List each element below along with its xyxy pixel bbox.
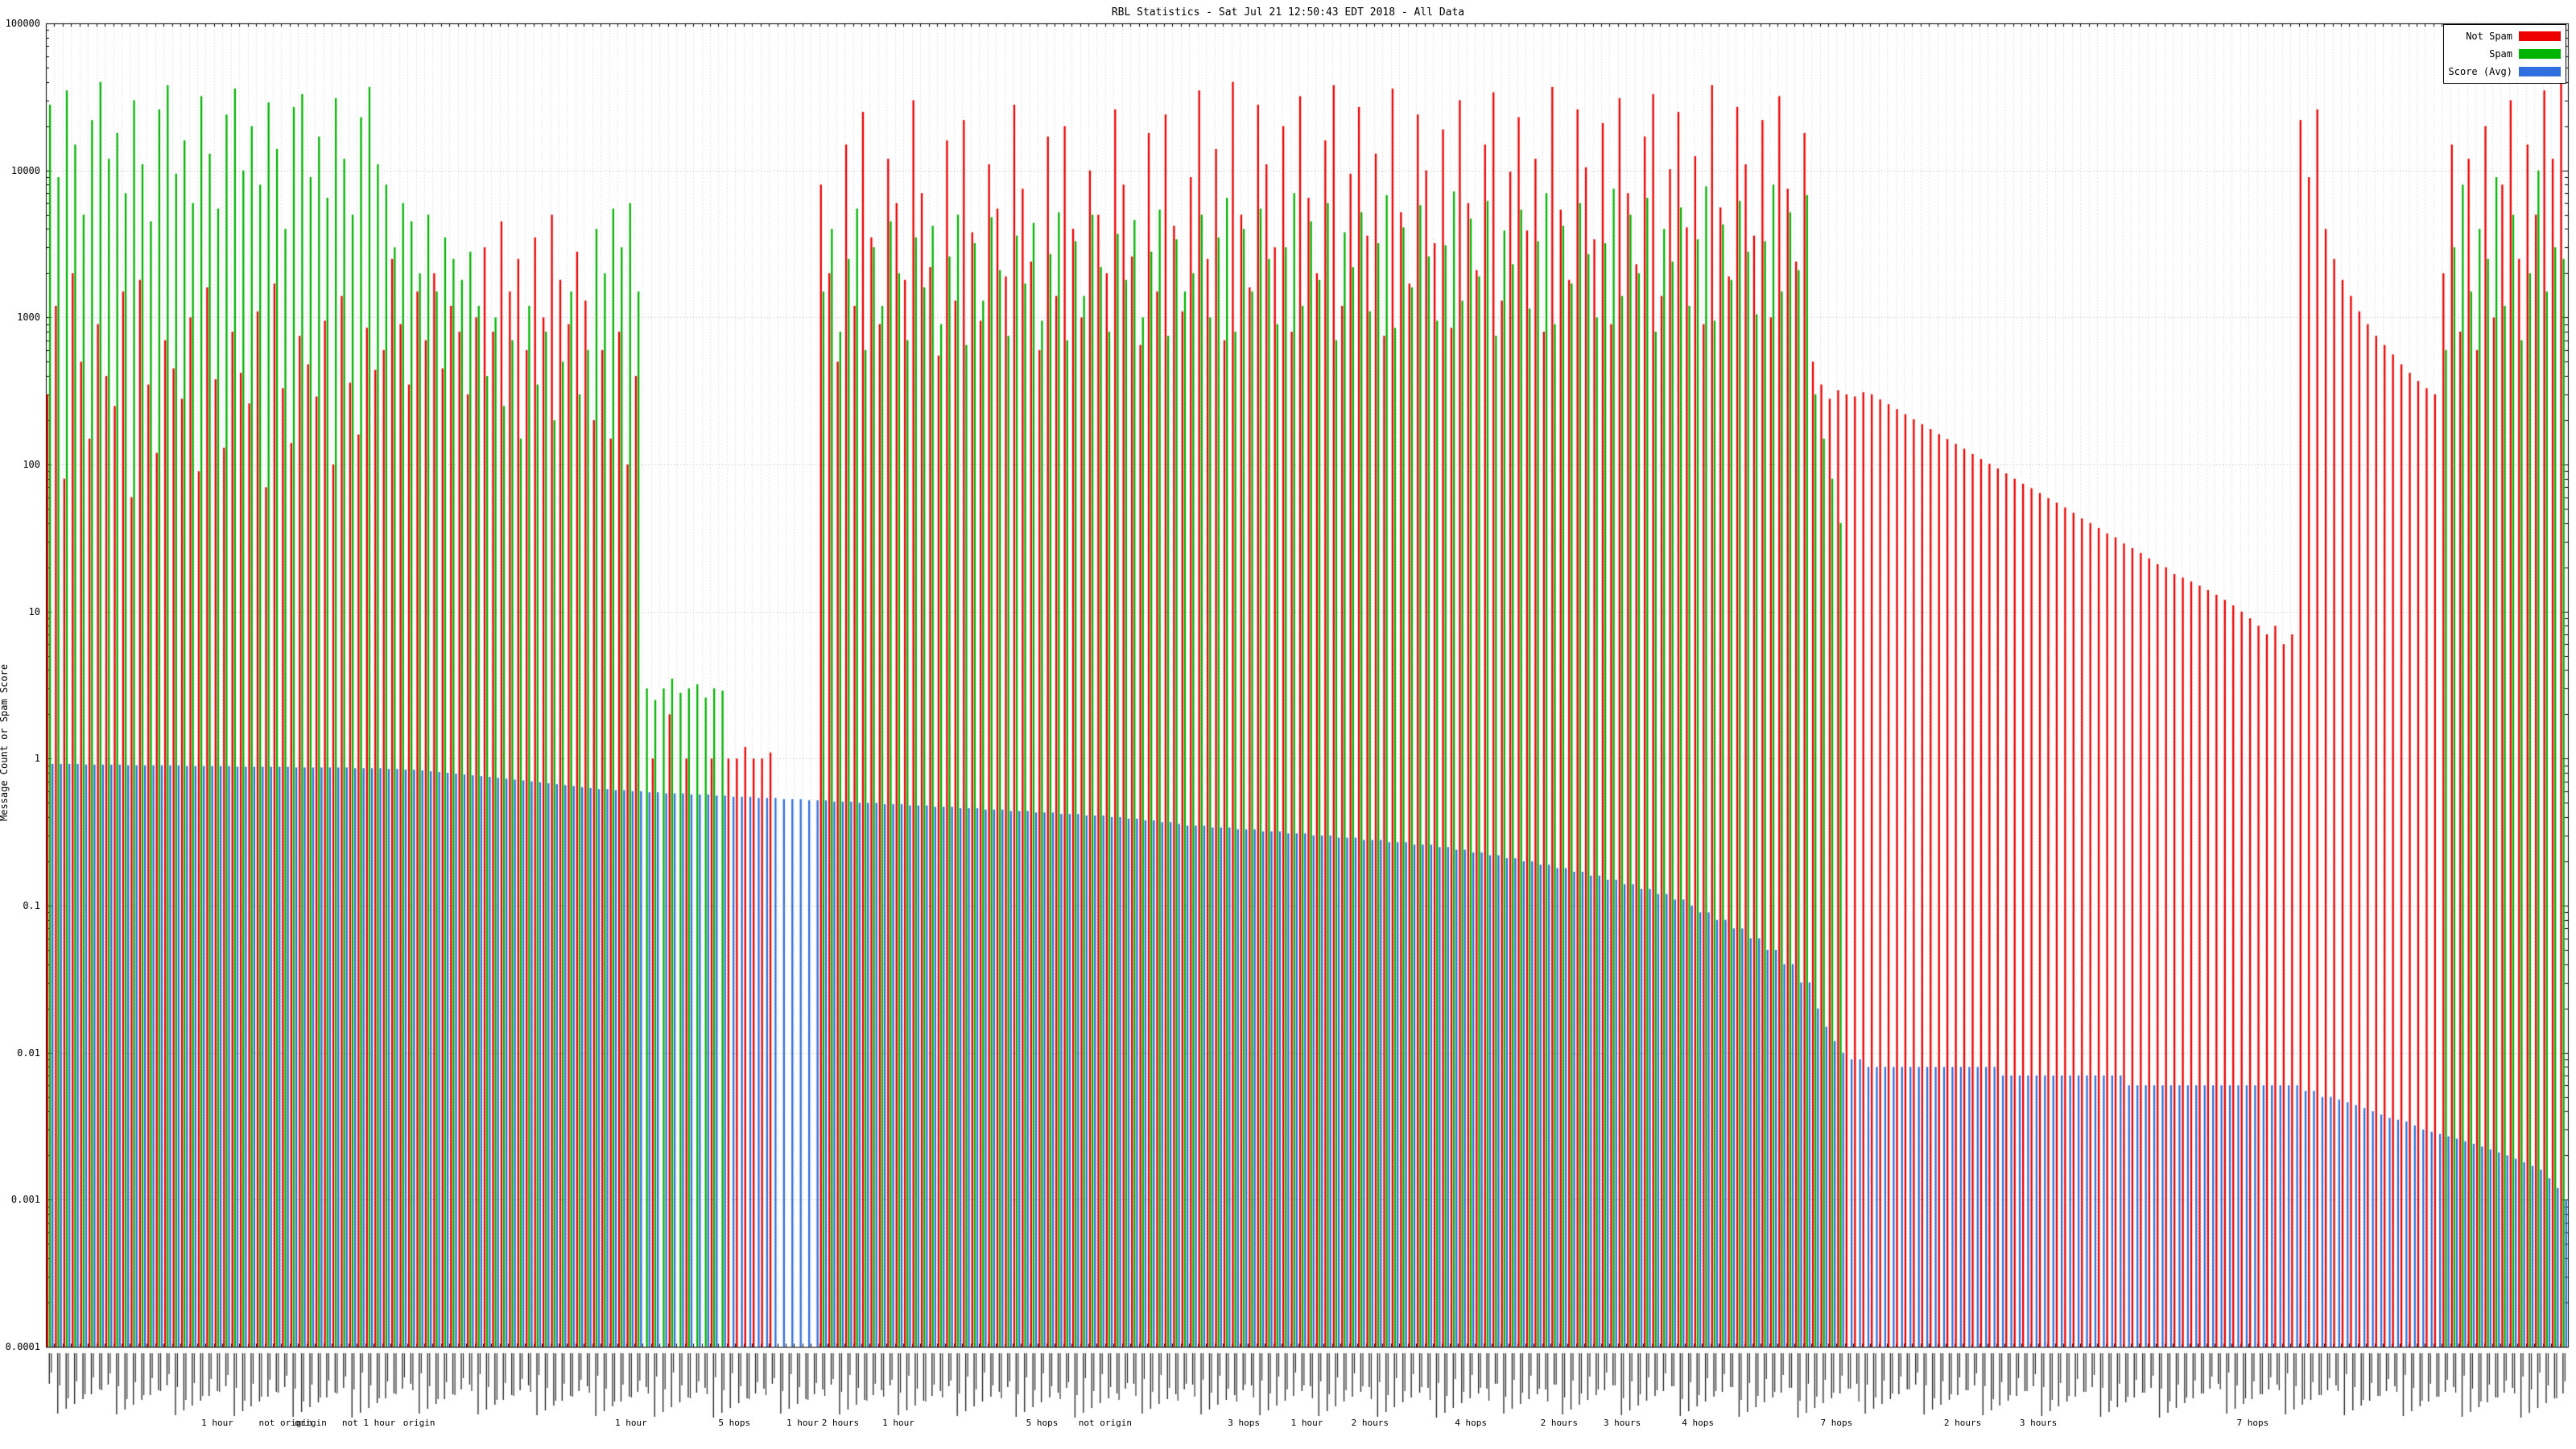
legend-swatch-spam bbox=[2519, 49, 2561, 59]
x-group-label: not 1 hour bbox=[341, 1418, 396, 1428]
y-tick-label: 1 bbox=[34, 753, 40, 765]
x-group-label: 2 hours bbox=[1540, 1418, 1578, 1428]
legend-swatch-not-spam bbox=[2519, 31, 2561, 41]
legend: Not Spam Spam Score (Avg) bbox=[2442, 24, 2566, 84]
x-group-label: 1 hour bbox=[786, 1418, 819, 1428]
x-group-label: origin bbox=[402, 1418, 436, 1428]
y-tick-label: 0.001 bbox=[10, 1194, 40, 1206]
legend-row-score: Score (Avg) bbox=[2449, 63, 2561, 80]
y-tick-label: 10 bbox=[28, 605, 40, 617]
x-group-label: 1 hour bbox=[614, 1418, 647, 1428]
legend-label-score: Score (Avg) bbox=[2448, 66, 2512, 77]
x-group-label: 2 hours bbox=[1351, 1418, 1389, 1428]
x-group-label: 5 hops bbox=[1026, 1418, 1059, 1428]
x-group-label: not origin bbox=[1078, 1418, 1132, 1428]
y-tick-label: 0.1 bbox=[23, 900, 40, 911]
legend-swatch-score bbox=[2519, 67, 2561, 76]
legend-label-not-spam: Not Spam bbox=[2466, 31, 2512, 42]
y-tick-label: 1000 bbox=[17, 312, 40, 324]
y-tick-label: 100 bbox=[23, 459, 40, 470]
x-group-label: 3 hours bbox=[2019, 1418, 2058, 1428]
x-group-label: 7 hops bbox=[1820, 1418, 1853, 1428]
y-tick-label: 100000 bbox=[5, 18, 40, 29]
y-tick-label: 0.01 bbox=[17, 1046, 40, 1059]
x-group-label: origin bbox=[295, 1418, 327, 1428]
legend-row-not-spam: Not Spam bbox=[2449, 27, 2561, 45]
x-group-label: not origin bbox=[258, 1418, 312, 1428]
x-group-label: 1 hour bbox=[201, 1418, 233, 1428]
legend-label-spam: Spam bbox=[2489, 48, 2512, 60]
x-group-label: 3 hops bbox=[1228, 1418, 1261, 1428]
chart-title: RBL Statistics - Sat Jul 21 12:50:43 EDT… bbox=[1111, 6, 1465, 19]
legend-row-spam: Spam bbox=[2449, 45, 2561, 63]
x-group-label: 4 hops bbox=[1455, 1418, 1488, 1428]
x-group-label: 1 hour bbox=[882, 1418, 914, 1428]
x-group-label: 7 hops bbox=[2236, 1418, 2269, 1428]
x-group-label: 2 hours bbox=[821, 1418, 860, 1428]
y-tick-label: 0.0001 bbox=[5, 1341, 40, 1352]
x-group-label: 1 hour bbox=[1290, 1418, 1323, 1428]
y-tick-label: 10000 bbox=[10, 164, 40, 176]
x-group-label: 5 hops bbox=[718, 1418, 751, 1428]
y-axis-label: Message Count or Spam Score bbox=[0, 663, 10, 821]
x-group-label: 4 hops bbox=[1682, 1418, 1714, 1428]
x-group-label: 3 hours bbox=[1603, 1418, 1641, 1428]
x-group-label: 2 hours bbox=[1943, 1418, 1982, 1428]
